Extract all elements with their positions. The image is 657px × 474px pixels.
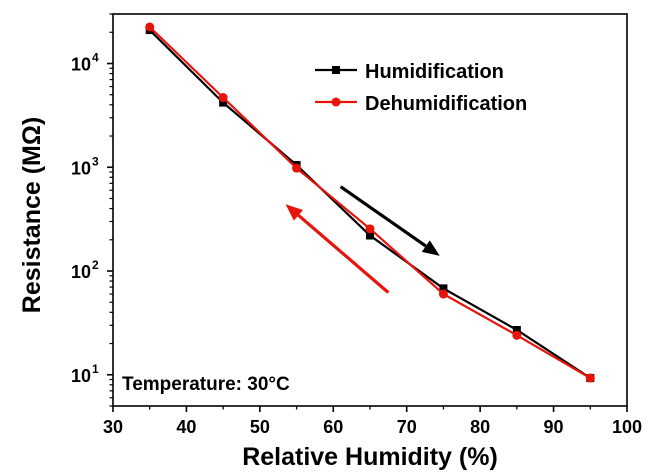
data-point-dehumidification bbox=[585, 373, 595, 383]
y-tick-exponent: 4 bbox=[92, 51, 99, 65]
x-tick-label: 30 bbox=[103, 417, 123, 437]
legend: Humidification Dehumidification bbox=[315, 61, 527, 115]
temperature-annotation: Temperature: 30°C bbox=[122, 374, 290, 395]
x-tick-label: 90 bbox=[544, 417, 564, 437]
data-point-humidification bbox=[219, 98, 228, 107]
x-tick-label: 70 bbox=[397, 417, 417, 437]
data-point-dehumidification bbox=[512, 330, 522, 340]
series-layer bbox=[145, 22, 595, 383]
x-tick-label: 50 bbox=[250, 417, 270, 437]
y-tick-label: 10 bbox=[71, 55, 91, 75]
humidification-direction-arrow-shaft bbox=[339, 185, 427, 248]
dehumidification-direction-arrow-head bbox=[285, 204, 304, 221]
data-point-dehumidification bbox=[145, 22, 155, 32]
y-tick-exponent: 1 bbox=[92, 362, 99, 376]
data-point-humidification bbox=[512, 326, 521, 335]
data-point-humidification bbox=[366, 231, 374, 240]
data-point-dehumidification bbox=[365, 224, 375, 234]
legend-marker-dehumidification bbox=[331, 97, 341, 107]
x-tick-label: 60 bbox=[323, 417, 343, 437]
data-point-dehumidification bbox=[218, 93, 228, 103]
data-point-dehumidification bbox=[292, 163, 302, 173]
x-tick-label: 100 bbox=[612, 417, 642, 437]
x-tick-label: 40 bbox=[176, 417, 196, 437]
humidification-direction-arrow-head bbox=[421, 240, 440, 256]
y-tick-label: 10 bbox=[71, 158, 91, 178]
data-point-dehumidification bbox=[438, 289, 448, 299]
data-point-humidification bbox=[439, 284, 448, 293]
legend-label-dehumidification: Dehumidification bbox=[365, 93, 527, 115]
y-tick-label: 10 bbox=[71, 262, 91, 282]
y-tick-exponent: 3 bbox=[92, 154, 99, 168]
legend-label-humidification: Humidification bbox=[365, 61, 504, 83]
y-tick-exponent: 2 bbox=[92, 258, 99, 272]
y-axis-title: Resistance (MΩ) bbox=[18, 117, 46, 313]
legend-marker-humidification bbox=[332, 66, 340, 74]
arrow-layer bbox=[285, 185, 440, 294]
x-axis-title: Relative Humidity (%) bbox=[242, 443, 498, 471]
dehumidification-direction-arrow-shaft bbox=[297, 214, 390, 294]
x-tick-label: 80 bbox=[470, 417, 490, 437]
y-tick-label: 10 bbox=[71, 366, 91, 386]
